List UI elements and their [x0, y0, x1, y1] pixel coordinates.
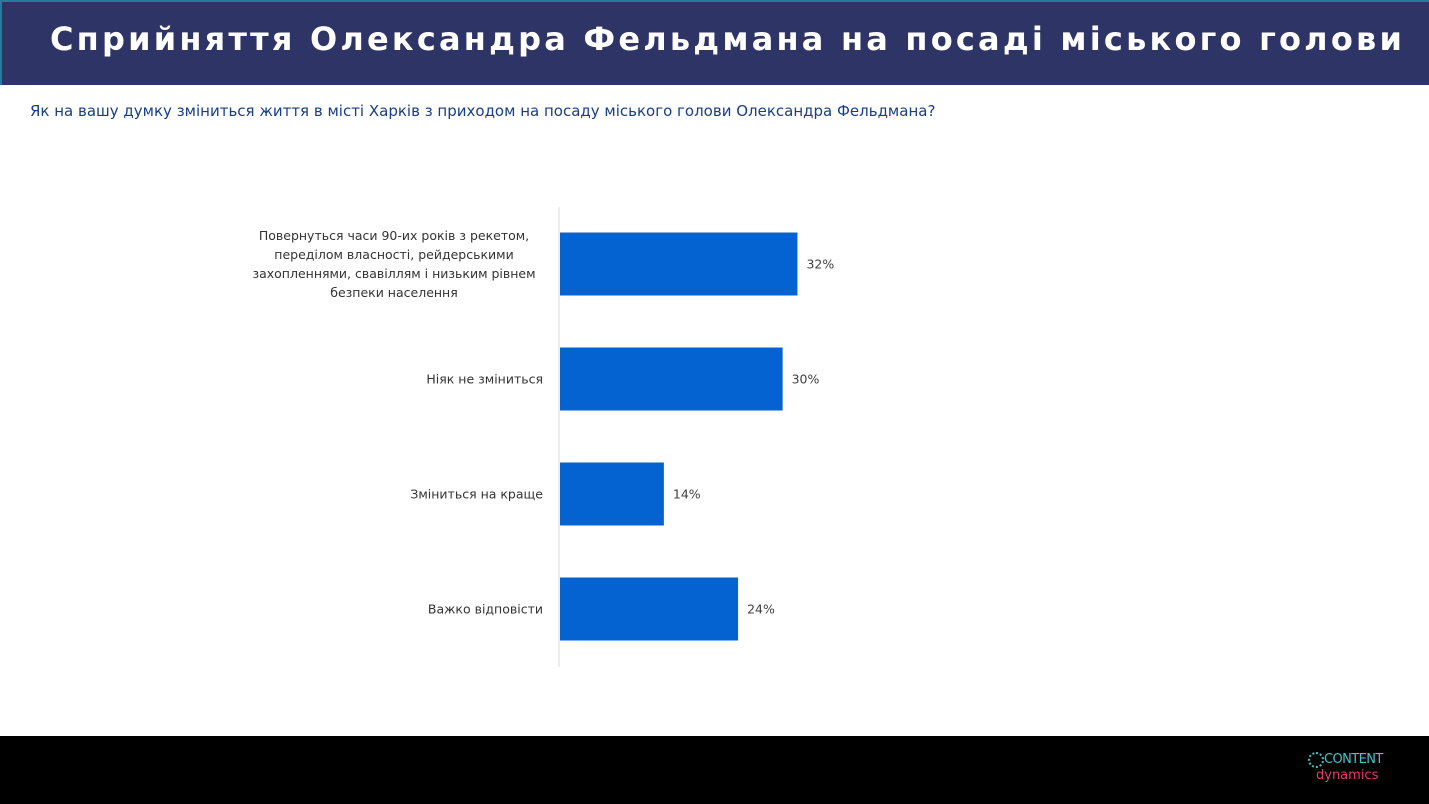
category-label-line: Важко відповісти [428, 602, 543, 617]
title-bar: Сприйняття Олександра Фельдмана на посад… [0, 0, 1429, 85]
bars-group [560, 232, 798, 641]
category-label-line: переділом власності, рейдерськими [274, 247, 513, 262]
footer-bar [0, 736, 1429, 804]
category-label-line: Ніяк не зміниться [426, 372, 543, 387]
category-label: Важко відповісти [428, 602, 543, 617]
category-label-line: Повернуться часи 90-их років з рекетом, [259, 228, 529, 243]
category-label-line: Зміниться на краще [410, 487, 543, 502]
category-label: Ніяк не зміниться [426, 372, 543, 387]
bar [560, 577, 739, 641]
survey-question: Як на вашу думку зміниться життя в місті… [30, 102, 936, 120]
category-label-line: безпеки населення [330, 285, 458, 300]
bar [560, 232, 798, 296]
labels-group: 32% Повернуться часи 90-их років з рекето… [252, 228, 834, 617]
data-label: 14% [673, 487, 701, 502]
data-label: 30% [792, 372, 820, 387]
data-label: 32% [806, 257, 834, 272]
category-label-line: захопленнями, свавіллям і низьким рівнем [252, 266, 535, 281]
category-label: Зміниться на краще [410, 487, 543, 502]
category-label: Повернуться часи 90-их років з рекетом, п… [252, 228, 535, 300]
gear-icon [1308, 752, 1324, 768]
page-title: Сприйняття Олександра Фельдмана на посад… [50, 20, 1406, 58]
bar [560, 462, 664, 526]
logo-text-bottom: dynamics [1316, 768, 1379, 783]
data-label: 24% [747, 602, 775, 617]
bar [560, 347, 783, 411]
content-dynamics-logo: CONTENT dynamics [1308, 752, 1408, 792]
logo-text-top: CONTENT [1324, 752, 1383, 767]
